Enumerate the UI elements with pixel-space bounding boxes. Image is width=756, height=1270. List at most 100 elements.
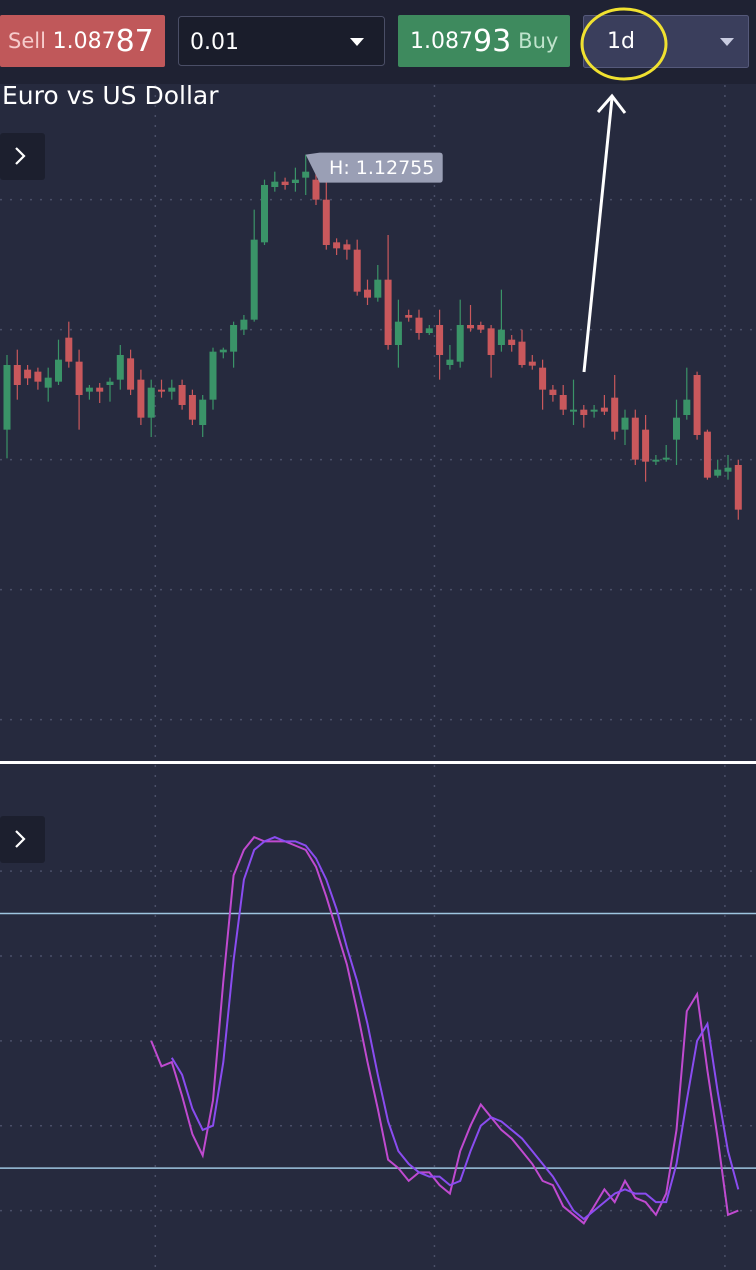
candle-body xyxy=(394,321,402,345)
oscillator-line xyxy=(150,835,739,1225)
candle-body xyxy=(518,341,526,365)
pointer-arrow xyxy=(582,93,627,373)
sell-button-bg[interactable] xyxy=(0,15,165,67)
candle-body xyxy=(693,375,701,435)
candle-body xyxy=(611,397,619,432)
candle-body xyxy=(281,181,289,185)
candle-body xyxy=(384,279,392,345)
grid-layer xyxy=(0,85,756,1270)
buy-pips[interactable]: 93 xyxy=(473,24,511,59)
candle-body xyxy=(230,325,238,352)
dropdown-arrow[interactable] xyxy=(350,38,364,46)
chevron[interactable] xyxy=(15,147,26,165)
candle-body xyxy=(24,369,32,379)
candle-body xyxy=(302,171,310,178)
candle-body xyxy=(137,379,145,418)
buy-price[interactable]: 1.087 xyxy=(410,29,473,54)
candle-body xyxy=(467,325,474,329)
candle-body xyxy=(539,367,547,390)
expand-button[interactable] xyxy=(0,816,45,863)
dropdown-arrow[interactable] xyxy=(720,38,734,46)
candle-body xyxy=(65,337,73,362)
candle-body xyxy=(343,244,351,250)
candle-body xyxy=(497,329,505,345)
candle-body xyxy=(322,199,330,245)
sell-button[interactable]: Sell 1.08787 xyxy=(0,15,165,67)
candle-body xyxy=(353,249,361,292)
panel-separator xyxy=(0,761,756,764)
candle-body xyxy=(116,355,124,380)
candle-body xyxy=(178,385,186,405)
candle-body xyxy=(96,387,104,392)
highlight-circle xyxy=(580,7,668,81)
quantity-value[interactable]: 0.01 xyxy=(190,30,239,55)
candle-body xyxy=(683,399,691,415)
label-layer: H: 1.12755 xyxy=(305,152,443,183)
candle-body xyxy=(374,279,382,298)
candle-body xyxy=(487,328,495,355)
candle-body xyxy=(703,431,711,478)
candle-body xyxy=(271,181,279,187)
plot-layer xyxy=(3,154,742,1225)
timeframe-select[interactable]: 1d xyxy=(583,15,749,68)
candle-body xyxy=(477,325,485,330)
candle-body xyxy=(250,239,258,320)
high-tag xyxy=(305,152,443,183)
quantity-select[interactable]: 0.01 xyxy=(178,16,385,66)
quantity-box[interactable] xyxy=(178,16,385,66)
candle-body xyxy=(44,377,52,388)
candle-body xyxy=(188,395,196,420)
candle-body xyxy=(158,389,165,392)
candle-body xyxy=(34,371,42,382)
sell-price[interactable]: 1.087 xyxy=(53,29,116,54)
candle-body xyxy=(75,361,83,395)
candle-body xyxy=(106,381,114,385)
candle-body xyxy=(570,409,577,412)
high-label: H: 1.12755 xyxy=(329,157,434,179)
candle-body xyxy=(642,429,650,462)
candle-body xyxy=(580,409,588,415)
buy-button[interactable]: 1.08793 Buy xyxy=(398,15,570,67)
candle-body xyxy=(291,179,299,183)
candle-body xyxy=(405,315,413,318)
sell-pips[interactable]: 87 xyxy=(116,24,154,59)
candle-body xyxy=(436,325,444,355)
candle-body xyxy=(168,387,176,392)
candle-body xyxy=(456,325,464,362)
candle-body xyxy=(631,417,639,460)
candle-body xyxy=(652,459,660,462)
sell-text[interactable]: Sell 1.08787 xyxy=(8,24,154,59)
candle-body xyxy=(528,361,536,366)
buy-text[interactable]: 1.08793 Buy xyxy=(410,24,558,59)
candle-body xyxy=(127,358,135,390)
candle-body xyxy=(219,349,227,353)
arrow-head xyxy=(596,93,627,114)
candle-body xyxy=(240,319,248,330)
candle-body xyxy=(199,399,207,425)
candle-body xyxy=(364,289,371,298)
arrow-shaft xyxy=(582,97,614,373)
candle-body xyxy=(724,467,732,472)
candle-body xyxy=(13,365,21,385)
candle-body xyxy=(734,465,742,510)
candle-body xyxy=(333,242,341,249)
candle-body xyxy=(446,359,454,365)
candle-body xyxy=(600,407,608,412)
oscillator-line xyxy=(170,836,740,1221)
candle-body xyxy=(261,185,268,243)
timeframe-value[interactable]: 1d xyxy=(607,29,635,54)
buy-label[interactable]: Buy xyxy=(518,29,558,53)
chart-title: Euro vs US Dollar xyxy=(2,81,219,110)
chevron[interactable] xyxy=(15,830,26,848)
expand-button[interactable] xyxy=(0,133,45,180)
buy-button-bg[interactable] xyxy=(398,15,570,67)
candle-body xyxy=(559,395,567,410)
candle-body xyxy=(147,387,155,418)
candle-body xyxy=(85,387,93,392)
sell-label[interactable]: Sell xyxy=(8,29,46,53)
candle-body xyxy=(621,417,629,430)
candle-body xyxy=(673,417,680,440)
candle-body xyxy=(209,351,217,400)
